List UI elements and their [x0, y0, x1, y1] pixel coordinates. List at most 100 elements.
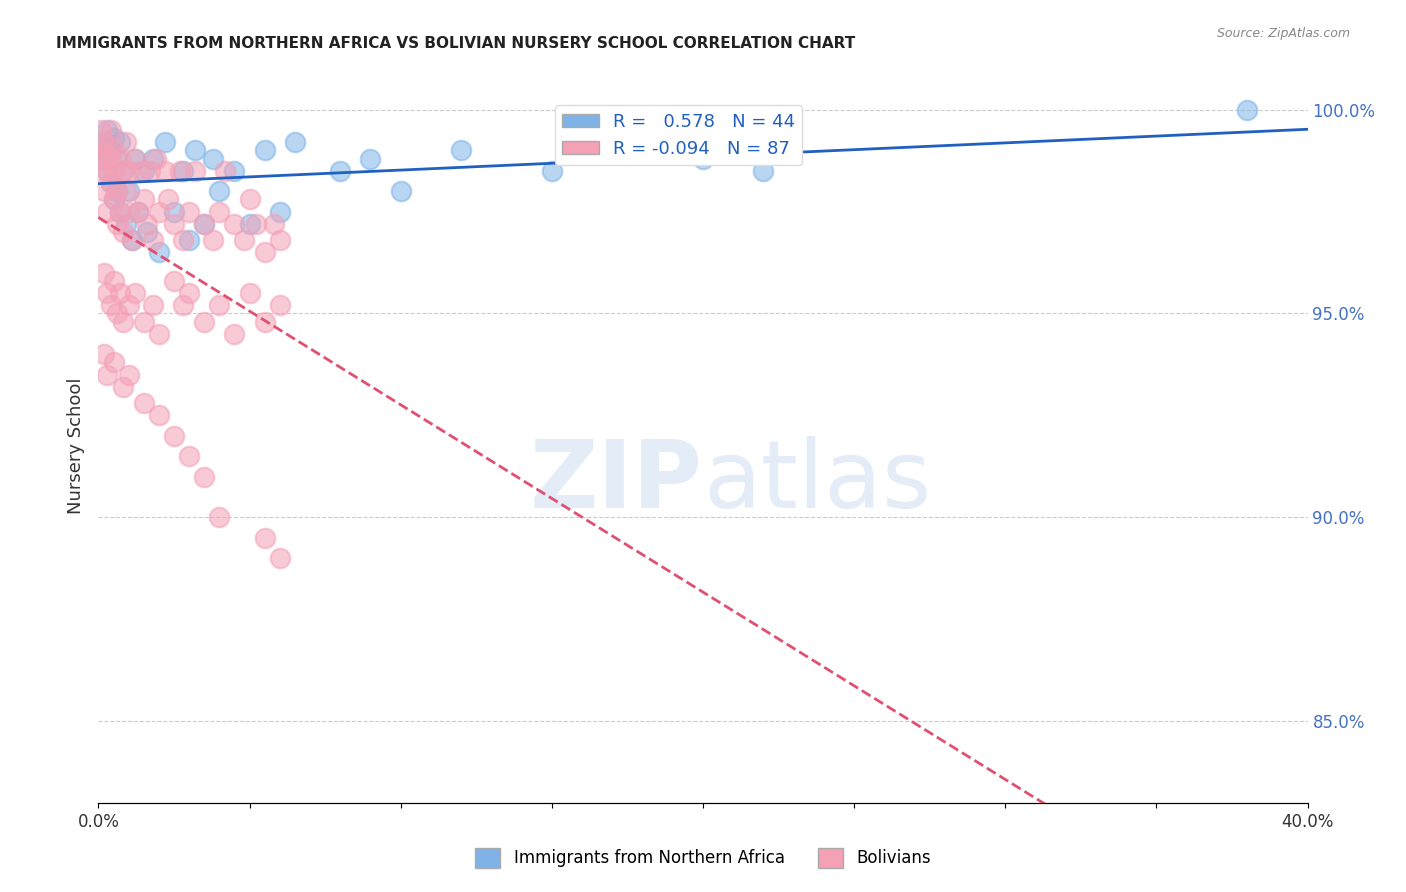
- Point: [153, 135, 176, 149]
- Point: [142, 152, 165, 166]
- Point: [329, 163, 352, 178]
- Point: [93, 135, 115, 149]
- Point: [179, 449, 201, 463]
- Point: [118, 368, 141, 382]
- Point: [103, 131, 125, 145]
- Point: [96, 163, 118, 178]
- Point: [103, 163, 125, 178]
- Point: [96, 286, 118, 301]
- Point: [163, 204, 186, 219]
- Y-axis label: Nursery School: Nursery School: [66, 377, 84, 515]
- Point: [142, 233, 165, 247]
- Point: [269, 298, 291, 312]
- Point: [148, 326, 170, 341]
- Point: [103, 355, 125, 369]
- Point: [692, 152, 714, 166]
- Point: [132, 192, 155, 206]
- Point: [118, 184, 141, 198]
- Point: [184, 144, 207, 158]
- Point: [93, 266, 115, 280]
- Point: [145, 152, 167, 166]
- Point: [239, 217, 262, 231]
- Point: [214, 163, 236, 178]
- Point: [193, 217, 215, 231]
- Point: [148, 409, 170, 423]
- Point: [148, 245, 170, 260]
- Point: [224, 217, 246, 231]
- Point: [111, 315, 134, 329]
- Point: [148, 204, 170, 219]
- Point: [752, 163, 775, 178]
- Point: [103, 274, 125, 288]
- Point: [100, 298, 122, 312]
- Point: [100, 152, 122, 166]
- Point: [135, 217, 157, 231]
- Point: [253, 144, 276, 158]
- Point: [111, 225, 134, 239]
- Point: [179, 286, 201, 301]
- Point: [108, 204, 131, 219]
- Point: [253, 245, 276, 260]
- Point: [269, 233, 291, 247]
- Legend: R =   0.578   N = 44, R = -0.094   N = 87: R = 0.578 N = 44, R = -0.094 N = 87: [555, 105, 803, 165]
- Point: [224, 326, 246, 341]
- Point: [169, 163, 191, 178]
- Legend: Immigrants from Northern Africa, Bolivians: Immigrants from Northern Africa, Bolivia…: [468, 841, 938, 875]
- Point: [202, 152, 225, 166]
- Point: [284, 135, 307, 149]
- Point: [208, 298, 231, 312]
- Point: [172, 163, 194, 178]
- Point: [132, 163, 155, 178]
- Point: [184, 163, 207, 178]
- Text: ZIP: ZIP: [530, 435, 703, 528]
- Point: [179, 233, 201, 247]
- Point: [132, 315, 155, 329]
- Point: [172, 298, 194, 312]
- Point: [245, 217, 267, 231]
- Point: [124, 152, 146, 166]
- Point: [105, 306, 128, 320]
- Point: [142, 298, 165, 312]
- Point: [224, 163, 246, 178]
- Point: [108, 135, 131, 149]
- Point: [96, 204, 118, 219]
- Point: [105, 217, 128, 231]
- Point: [111, 163, 134, 178]
- Point: [93, 184, 115, 198]
- Point: [153, 163, 176, 178]
- Point: [96, 123, 118, 137]
- Point: [124, 152, 146, 166]
- Point: [127, 204, 149, 219]
- Point: [139, 163, 162, 178]
- Point: [105, 184, 128, 198]
- Point: [239, 192, 262, 206]
- Point: [100, 123, 122, 137]
- Point: [93, 135, 115, 149]
- Point: [100, 176, 122, 190]
- Point: [118, 163, 141, 178]
- Point: [103, 192, 125, 206]
- Point: [1236, 103, 1258, 117]
- Text: Source: ZipAtlas.com: Source: ZipAtlas.com: [1216, 27, 1350, 40]
- Point: [108, 286, 131, 301]
- Point: [90, 144, 112, 158]
- Point: [135, 225, 157, 239]
- Point: [93, 347, 115, 361]
- Point: [90, 144, 112, 158]
- Point: [202, 233, 225, 247]
- Point: [124, 286, 146, 301]
- Point: [263, 217, 285, 231]
- Point: [208, 204, 231, 219]
- Point: [96, 163, 118, 178]
- Point: [540, 163, 562, 178]
- Point: [179, 204, 201, 219]
- Point: [239, 286, 262, 301]
- Point: [156, 192, 179, 206]
- Point: [360, 152, 382, 166]
- Point: [114, 184, 136, 198]
- Point: [389, 184, 412, 198]
- Point: [121, 233, 143, 247]
- Point: [163, 274, 186, 288]
- Point: [129, 163, 152, 178]
- Point: [253, 531, 276, 545]
